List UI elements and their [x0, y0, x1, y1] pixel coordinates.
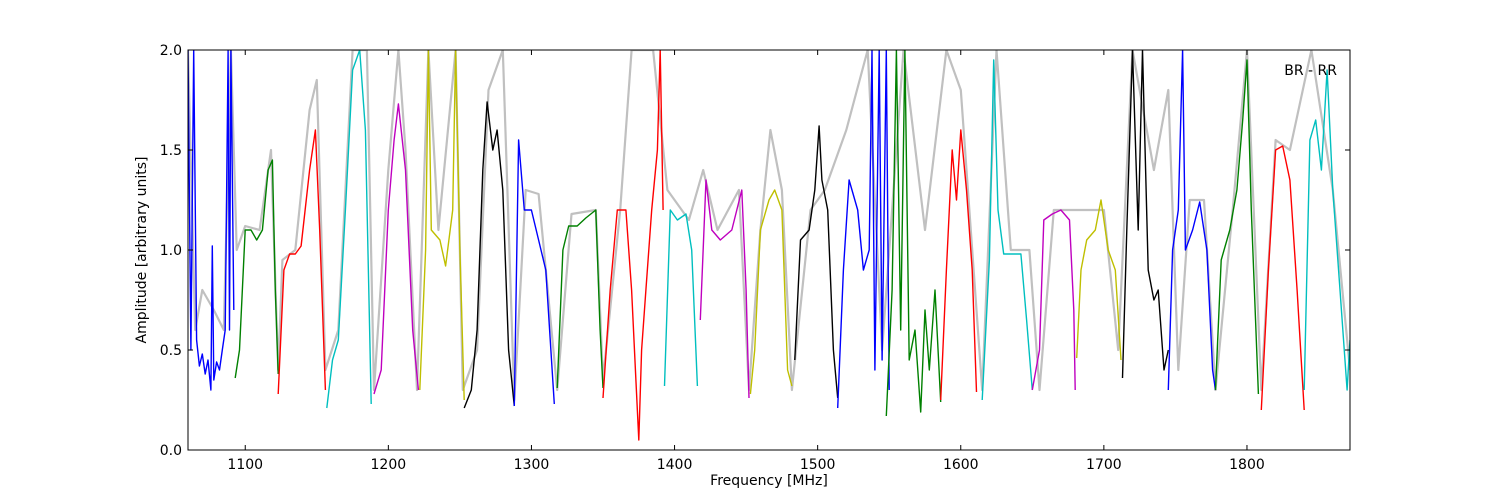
series-line-6 — [419, 50, 465, 401]
y-axis-title: Amplitude [arbitrary units] — [134, 157, 150, 344]
series-line-25 — [1303, 69, 1350, 391]
x-tick-label: 1300 — [514, 457, 550, 473]
series-line-5 — [373, 103, 420, 395]
series-line-1 — [188, 50, 235, 391]
series-line-13 — [749, 189, 793, 395]
series-line-2 — [234, 159, 279, 379]
y-tick-label: 1.5 — [160, 143, 182, 159]
y-tick-label: 0.0 — [160, 443, 182, 459]
series-line-22 — [1167, 50, 1217, 391]
series-line-14 — [794, 125, 839, 399]
series-line-4 — [326, 50, 372, 409]
series-line-20 — [1076, 199, 1122, 361]
series-line-15 — [837, 50, 890, 409]
background-trace-layer — [188, 50, 1350, 402]
series-line-19 — [1031, 209, 1076, 391]
x-tick-label: 1100 — [227, 457, 263, 473]
plot-area — [188, 50, 1350, 441]
series-layer — [188, 50, 1350, 441]
series-line-17 — [940, 129, 978, 401]
x-axis: 1100 1200 1300 1400 1500 1600 1700 1800 — [227, 50, 1265, 473]
y-tick-label: 2.0 — [160, 43, 182, 59]
series-line-18 — [981, 59, 1033, 401]
series-line-23 — [1214, 59, 1260, 395]
series-line-16 — [885, 50, 942, 417]
x-tick-label: 1800 — [1229, 457, 1265, 473]
series-line-11 — [663, 209, 699, 387]
x-tick-label: 1400 — [657, 457, 693, 473]
background-trace — [188, 50, 1350, 402]
x-tick-label: 1600 — [943, 457, 979, 473]
series-line-21 — [1121, 50, 1169, 379]
series-line-3 — [277, 129, 327, 395]
series-line-9 — [556, 209, 604, 389]
x-tick-label: 1500 — [800, 457, 836, 473]
y-tick-label: 0.5 — [160, 343, 182, 359]
x-axis-title: Frequency [MHz] — [710, 473, 828, 489]
series-line-7 — [463, 101, 515, 409]
series-line-8 — [513, 139, 555, 407]
series-line-24 — [1260, 145, 1305, 411]
y-tick-label: 1.0 — [160, 243, 182, 259]
series-line-12 — [699, 179, 750, 399]
x-tick-label: 1700 — [1086, 457, 1122, 473]
series-line-10 — [602, 50, 664, 441]
y-axis: 0.0 0.5 1.0 1.5 2.0 — [160, 43, 1350, 459]
chart-annotation: BR - RR — [1284, 63, 1337, 79]
x-tick-label: 1200 — [371, 457, 407, 473]
